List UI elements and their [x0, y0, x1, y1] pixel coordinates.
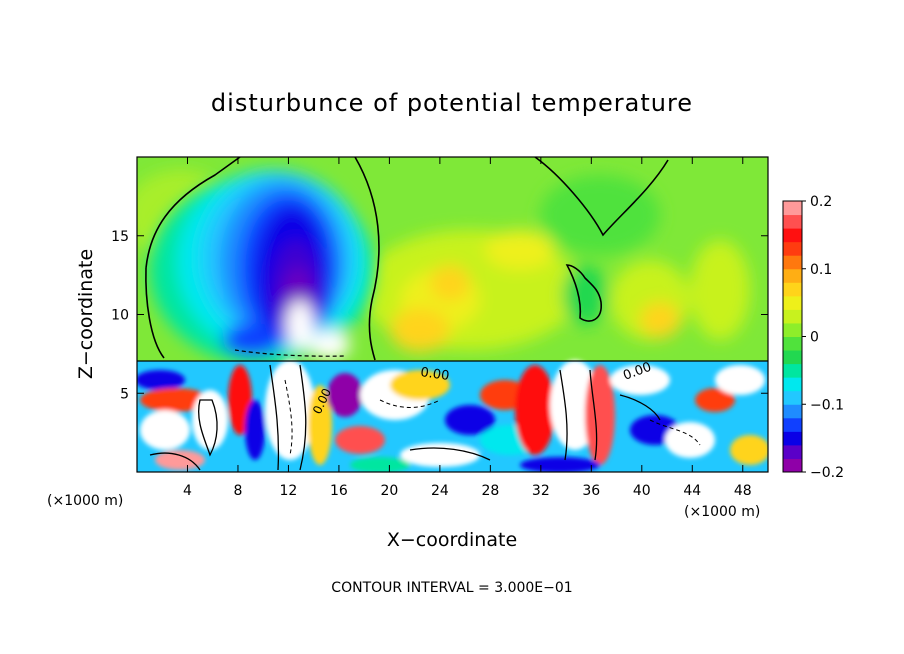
- colorbar-segment: [783, 431, 802, 446]
- colorbar-tick-label: −0.2: [810, 465, 844, 481]
- x-tick-label: 16: [330, 483, 348, 499]
- x-tick-label: 44: [683, 483, 701, 499]
- x-tick-label: 28: [481, 483, 499, 499]
- x-axis: 4 8 12 16 20 24 28 32 36 40 44 48: [183, 157, 752, 499]
- chart-title: disturbunce of potential temperature: [211, 89, 693, 117]
- x-tick-label: 40: [633, 483, 651, 499]
- x-tick-label: 4: [183, 483, 192, 499]
- colorbar-segment: [783, 228, 802, 243]
- colorbar-segment: [783, 255, 802, 270]
- x-tick-label: 20: [380, 483, 398, 499]
- colorbar: 0.2 0.1 0 −0.1 −0.2: [782, 194, 844, 481]
- colorbar-segment: [783, 350, 802, 365]
- colorbar-tick-label: −0.1: [810, 397, 844, 413]
- x-tick-label: 8: [233, 483, 242, 499]
- colorbar-segment: [783, 336, 802, 351]
- x-tick-label: 48: [734, 483, 752, 499]
- y-tick-label: 5: [120, 386, 129, 402]
- colorbar-segment: [783, 444, 802, 459]
- x-axis-label: X−coordinate: [387, 529, 517, 551]
- x-tick-label: 12: [280, 483, 298, 499]
- x-tick-label: 24: [431, 483, 449, 499]
- colorbar-tick-label: 0.1: [810, 262, 832, 278]
- colorbar-segment: [783, 458, 802, 473]
- colorbar-segment: [783, 417, 802, 432]
- x-tick-label: 32: [532, 483, 550, 499]
- colorbar-segment: [783, 268, 802, 283]
- colorbar-segment: [783, 390, 802, 405]
- colorbar-segment: [783, 377, 802, 392]
- colorbar-segment: [783, 241, 802, 256]
- contour-label: 0.00: [419, 365, 450, 384]
- lower-field: [137, 360, 768, 472]
- colorbar-segment: [783, 214, 802, 229]
- colorbar-segment: [783, 363, 802, 378]
- x-unit-label-left: (×1000 m): [47, 493, 123, 509]
- x-tick-label: 36: [582, 483, 600, 499]
- colorbar-segment: [783, 295, 802, 310]
- upper-field: [137, 157, 768, 365]
- colorbar-segment: [783, 322, 802, 337]
- colorbar-segment: [783, 309, 802, 324]
- colorbar-segment: [783, 282, 802, 297]
- contour-interval-note: CONTOUR INTERVAL = 3.000E−01: [331, 580, 572, 596]
- y-tick-label: 15: [111, 229, 129, 245]
- colorbar-tick-label: 0: [810, 330, 819, 346]
- y-axis: 5 10 15: [111, 229, 768, 402]
- colorbar-segment: [783, 201, 802, 216]
- x-unit-label-right: (×1000 m): [684, 504, 760, 520]
- plot-area: 0.00 0.00 0.00 4 8 12 16 20 24 28 32 36 40 44 48 51…: [111, 156, 769, 499]
- y-tick-label: 10: [111, 308, 129, 324]
- colorbar-tick-label: 0.2: [810, 194, 832, 210]
- colorbar-segment: [783, 404, 802, 419]
- y-axis-label: Z−coordinate: [75, 249, 97, 379]
